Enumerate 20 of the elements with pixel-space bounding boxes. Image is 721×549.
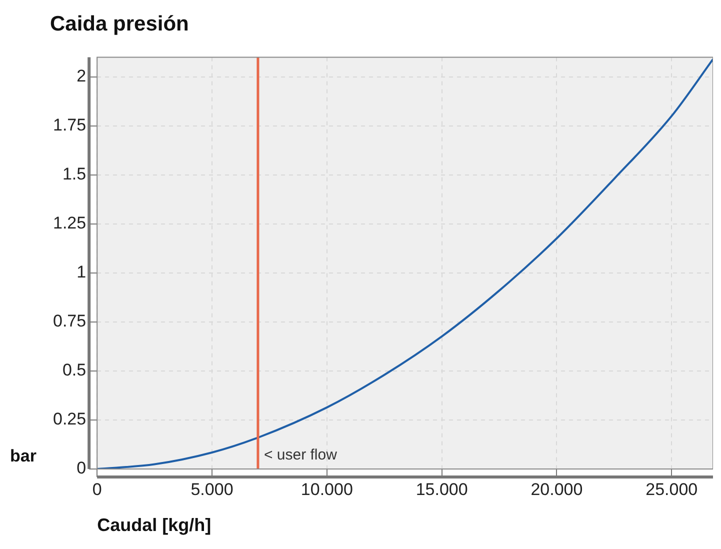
- x-tick-label: 5.000: [190, 480, 234, 499]
- y-tick-label: 0.5: [62, 360, 86, 380]
- y-tick-label: 1.75: [52, 116, 86, 135]
- x-tick-label: 20.000: [530, 480, 583, 499]
- y-tick-label: 0.25: [52, 410, 86, 429]
- x-tick-label: 15.000: [416, 480, 468, 499]
- x-tick-label: 10.000: [300, 480, 353, 499]
- y-tick-label: 1.5: [62, 164, 86, 184]
- x-axis-title: Caudal [kg/h]: [97, 515, 212, 536]
- x-tick-label: 25.000: [646, 480, 698, 499]
- y-tick-label: 1.25: [52, 214, 86, 233]
- y-tick-label: 0.75: [52, 312, 86, 331]
- ref-line-label: < user flow: [264, 446, 338, 464]
- chart-title: Caida presión: [50, 12, 189, 36]
- y-tick-label: 0: [76, 458, 86, 478]
- line-series: [97, 58, 713, 469]
- y-axis-title: bar: [10, 446, 37, 466]
- y-tick-label: 1: [76, 262, 86, 282]
- y-tick-label: 2: [76, 66, 86, 86]
- x-tick-label: 0: [92, 480, 102, 499]
